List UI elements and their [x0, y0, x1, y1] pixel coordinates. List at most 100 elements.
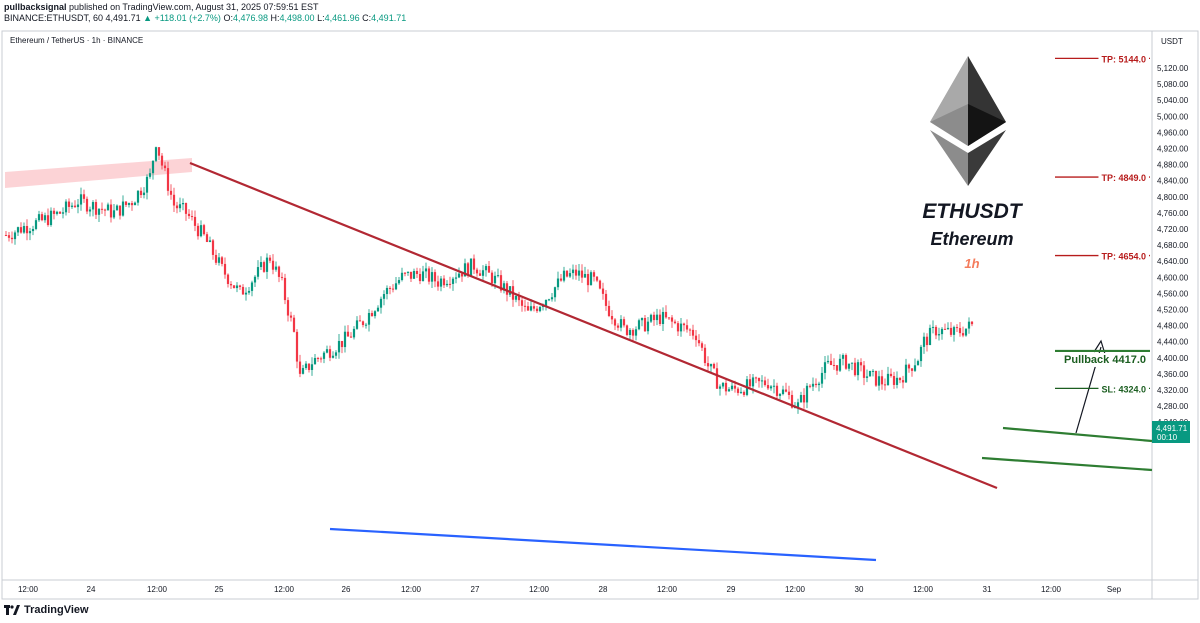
- candle-body: [736, 388, 740, 393]
- candle-body: [409, 271, 413, 279]
- candle-body: [52, 210, 56, 214]
- publisher-name[interactable]: pullbacksignal: [4, 2, 67, 12]
- candle-body: [595, 276, 599, 281]
- publish-line: pullbacksignal published on TradingView.…: [4, 2, 319, 13]
- candle-body: [790, 394, 794, 408]
- candle-body: [649, 314, 653, 322]
- descending-trendline[interactable]: [189, 161, 998, 490]
- candle-body: [847, 363, 851, 369]
- candle-body: [337, 340, 341, 353]
- candle-body: [493, 275, 497, 284]
- candle-body: [610, 316, 614, 320]
- candle-body: [799, 394, 803, 403]
- price-chart[interactable]: 5,120.00 5,080.00 5,040.00 5,000.00 4,960.00…: [0, 30, 1200, 600]
- support-line[interactable]: [329, 527, 877, 562]
- candle-body: [928, 327, 932, 346]
- candle-body: [424, 268, 428, 272]
- target-levels: TP: 5144.0 TP: 4849.0 TP: 4654.0 Pullback 4…: [1055, 53, 1150, 396]
- candle-body: [811, 383, 815, 387]
- candle-body: [967, 321, 971, 329]
- price-axis[interactable]: 5,120.00 5,080.00 5,040.00 5,000.00 4,960.00…: [1157, 64, 1189, 427]
- candle-body: [904, 364, 908, 383]
- candle-body: [871, 370, 875, 372]
- candle-body: [463, 263, 467, 277]
- price-tick-label: 4,680.00: [1157, 241, 1189, 250]
- candle-body: [136, 190, 140, 203]
- candle-body: [244, 292, 248, 295]
- candle-body: [94, 202, 98, 215]
- candle-body: [703, 347, 707, 364]
- candle-body: [643, 317, 647, 332]
- candle-body: [553, 287, 557, 298]
- candle-body: [220, 257, 224, 264]
- candle-body: [184, 202, 188, 214]
- candle-body: [670, 317, 674, 322]
- candle-body: [592, 272, 596, 277]
- candle-body: [253, 276, 257, 283]
- candle-body: [805, 385, 809, 403]
- channel-lower[interactable]: [981, 456, 1153, 472]
- candle-body: [229, 283, 233, 286]
- candle-body: [367, 313, 371, 325]
- candle-body: [901, 380, 905, 383]
- candle-body: [925, 336, 929, 346]
- candle-body: [895, 377, 899, 385]
- candle-body: [88, 209, 92, 212]
- time-tick-label: 12:00: [1041, 585, 1062, 594]
- candle-body: [433, 272, 437, 282]
- price-tick-label: 5,040.00: [1157, 96, 1189, 105]
- low-value: 4,461.96: [324, 13, 360, 23]
- footer: TradingView: [4, 604, 89, 616]
- candle-body: [868, 370, 872, 377]
- candle-body: [319, 358, 323, 360]
- candle-body: [550, 297, 554, 300]
- ohlc-line: BINANCE:ETHUSDT, 60 4,491.71 ▲ +118.01 (…: [4, 13, 406, 24]
- candle-body: [388, 287, 392, 289]
- price-tick-label: 4,920.00: [1157, 145, 1189, 154]
- level-label-bg: [1098, 383, 1149, 396]
- level-label-bg: [1098, 53, 1149, 66]
- price-tick-label: 5,000.00: [1157, 112, 1189, 121]
- candle-body: [385, 287, 389, 295]
- candle-body: [964, 328, 968, 336]
- level-label: TP: 4849.0: [1101, 173, 1146, 183]
- candle-body: [940, 328, 944, 335]
- candle-body: [574, 269, 578, 276]
- candle-body: [709, 363, 713, 367]
- price-change: +118.01 (+2.7%): [154, 13, 221, 23]
- time-axis[interactable]: 12:00 24 12:00 25 12:00 26 12:00 27 12:00 28 12:00…: [18, 585, 1122, 594]
- candle-body: [298, 361, 302, 374]
- candle-body: [133, 202, 137, 206]
- candle-body: [202, 225, 206, 235]
- currency-label: USDT: [1161, 37, 1183, 46]
- candle-body: [646, 321, 650, 332]
- candle-body: [274, 266, 278, 270]
- candle-body: [604, 293, 608, 306]
- candle-body: [892, 376, 896, 385]
- candle-body: [721, 382, 725, 387]
- price-tick-label: 4,520.00: [1157, 306, 1189, 315]
- candle-body: [295, 331, 299, 362]
- candle-body: [787, 391, 791, 395]
- candle-body: [910, 368, 914, 371]
- candle-body: [187, 213, 191, 217]
- price-tick-label: 4,280.00: [1157, 402, 1189, 411]
- candle-body: [856, 362, 860, 376]
- candle-body: [361, 321, 365, 326]
- candle-body: [934, 326, 938, 336]
- candle-body: [691, 329, 695, 336]
- price-tick-label: 4,880.00: [1157, 161, 1189, 170]
- candle-body: [778, 394, 782, 396]
- channel-upper[interactable]: [1002, 426, 1153, 443]
- time-tick-label: 12:00: [657, 585, 678, 594]
- candle-body: [532, 306, 536, 309]
- price-tick-label: 4,720.00: [1157, 225, 1189, 234]
- candle-body: [403, 272, 407, 274]
- candle-body: [208, 240, 212, 242]
- candle-body: [310, 364, 314, 370]
- candle-body: [583, 273, 587, 278]
- candle-body: [625, 325, 629, 336]
- brand-name[interactable]: TradingView: [24, 604, 89, 616]
- candle-body: [49, 210, 53, 226]
- candle-body: [79, 194, 83, 205]
